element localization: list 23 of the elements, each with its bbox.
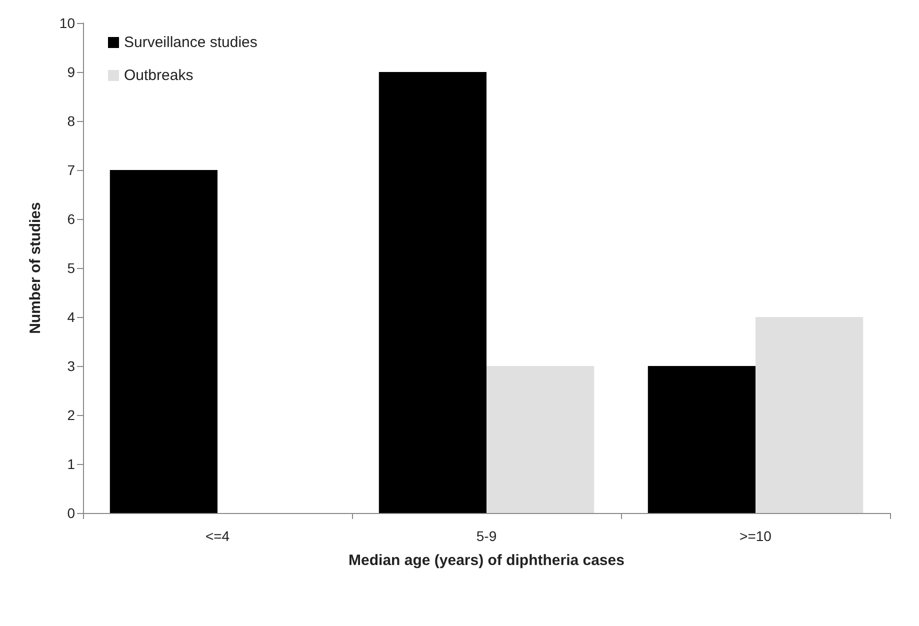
bar — [110, 170, 218, 513]
bar — [378, 72, 486, 513]
x-tick-label: 5-9 — [476, 528, 497, 544]
legend-label: Outbreaks — [124, 67, 194, 84]
y-tick-label: 2 — [67, 407, 76, 423]
y-tick-label: 3 — [67, 358, 76, 374]
y-tick-label: 8 — [67, 113, 76, 129]
x-axis-title: Median age (years) of diphtheria cases — [348, 552, 624, 569]
bar — [756, 317, 864, 513]
y-tick-label: 9 — [67, 64, 76, 80]
y-tick-label: 4 — [67, 309, 76, 325]
y-tick-label: 0 — [67, 505, 76, 521]
legend-label: Surveillance studies — [124, 34, 258, 51]
y-tick-label: 1 — [67, 456, 76, 472]
y-tick-label: 7 — [67, 162, 76, 178]
x-tick-label: >=10 — [740, 528, 772, 544]
y-tick-label: 6 — [67, 211, 76, 227]
bar — [648, 366, 756, 513]
y-tick-label: 10 — [59, 15, 76, 31]
x-tick-label: <=4 — [205, 528, 230, 544]
y-tick-label: 5 — [67, 260, 76, 276]
y-axis-title: Number of studies — [27, 202, 44, 334]
bar — [486, 366, 594, 513]
